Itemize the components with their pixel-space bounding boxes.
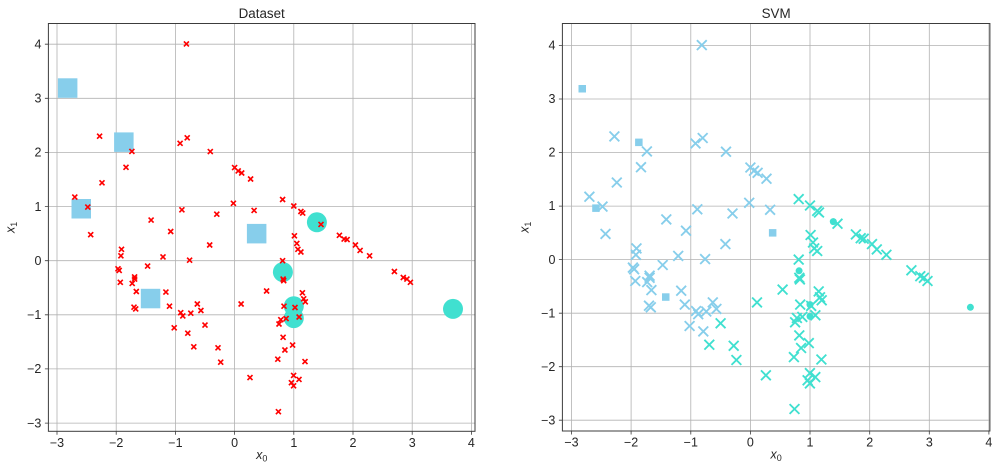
svg-text:−3: −3	[27, 416, 41, 430]
svg-text:x1: x1	[3, 222, 19, 234]
svg-text:4: 4	[548, 39, 555, 53]
svg-text:0: 0	[747, 436, 754, 450]
svg-text:Dataset: Dataset	[239, 6, 285, 21]
svg-text:−1: −1	[27, 308, 41, 322]
svg-text:−3: −3	[50, 436, 64, 450]
svg-text:x0: x0	[255, 448, 267, 464]
svg-text:−3: −3	[541, 413, 555, 427]
svg-text:2: 2	[350, 436, 357, 450]
svg-text:−2: −2	[541, 360, 555, 374]
svg-text:0: 0	[548, 253, 555, 267]
svg-text:0: 0	[231, 436, 238, 450]
svg-text:1: 1	[548, 199, 555, 213]
svg-text:−1: −1	[541, 306, 555, 320]
svg-text:−2: −2	[27, 362, 41, 376]
svg-text:3: 3	[926, 436, 933, 450]
svg-text:−1: −1	[684, 436, 698, 450]
svg-text:1: 1	[34, 200, 41, 214]
svg-text:−1: −1	[168, 436, 182, 450]
svg-text:3: 3	[409, 436, 416, 450]
svg-text:2: 2	[548, 146, 555, 160]
svg-text:1: 1	[290, 436, 297, 450]
svg-text:0: 0	[34, 254, 41, 268]
svg-text:3: 3	[548, 92, 555, 106]
svg-text:1: 1	[807, 436, 814, 450]
svg-text:4: 4	[34, 37, 41, 51]
svg-text:4: 4	[468, 436, 475, 450]
svg-text:−2: −2	[109, 436, 123, 450]
svg-text:2: 2	[34, 146, 41, 160]
svg-text:x1: x1	[517, 222, 533, 234]
svg-text:−3: −3	[564, 436, 578, 450]
svg-text:x0: x0	[769, 448, 781, 464]
svg-text:4: 4	[985, 436, 992, 450]
svg-text:−2: −2	[624, 436, 638, 450]
svg-text:SVM: SVM	[762, 6, 791, 21]
svg-text:2: 2	[866, 436, 873, 450]
svg-text:3: 3	[34, 92, 41, 106]
